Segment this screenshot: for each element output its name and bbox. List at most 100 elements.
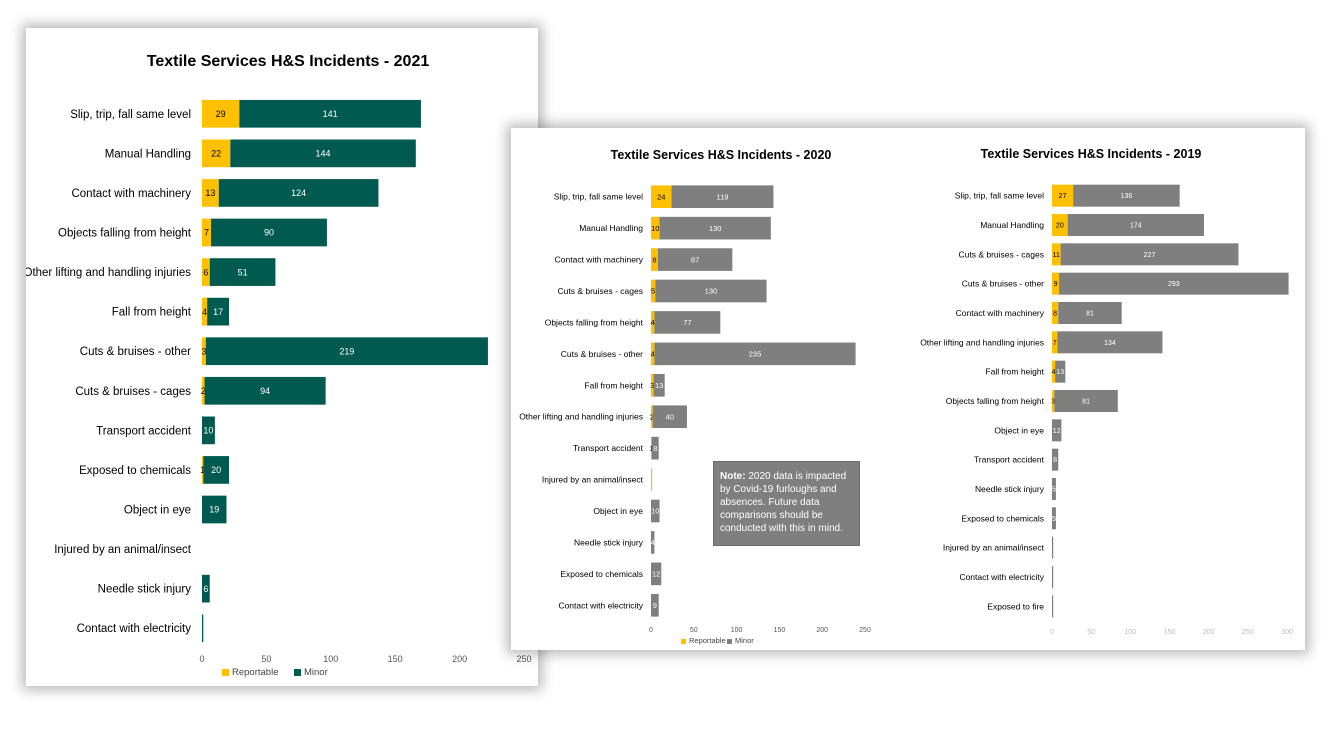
data-label-reportable: 13 — [205, 188, 215, 198]
legend-label-reportable: Reportable — [689, 636, 726, 645]
data-label-minor: 8 — [653, 444, 657, 453]
x-tick-label: 50 — [1087, 629, 1095, 636]
bar-minor-transport-accident — [202, 416, 215, 445]
data-label-reportable: 9 — [1054, 281, 1058, 288]
category-label-contact-with-electricity: Contact with electricity — [77, 623, 192, 635]
category-label-exposed-to-chemicals: Exposed to chemicals — [79, 465, 191, 477]
data-label-minor: 130 — [705, 287, 718, 296]
data-label-minor: 119 — [716, 192, 728, 201]
bar-minor-needle-stick-injury — [1052, 478, 1056, 500]
category-label-slip-trip-fall-same-level: Slip, trip, fall same level — [955, 191, 1044, 201]
category-label-contact-with-machinery: Contact with machinery — [555, 255, 644, 265]
covid-note: Note: 2020 data is impacted by Covid-19 … — [713, 461, 860, 546]
bar-reportable-other-lifting-and-handling-injuries — [651, 405, 653, 429]
data-label-reportable: 29 — [216, 109, 226, 119]
note-text: 2020 data is impacted by Covid-19 furlou… — [720, 471, 847, 534]
bar-reportable-manual-handling — [651, 216, 660, 240]
bar-minor-contact-with-electricity — [651, 593, 659, 617]
bar-minor-cuts-and-bruises-cages — [1060, 243, 1239, 266]
bar-reportable-slip-trip-fall-same-level — [1052, 184, 1074, 207]
bar-minor-other-lifting-and-handling-injuries — [1057, 331, 1163, 354]
bar-minor-slip-trip-fall-same-level — [671, 185, 774, 209]
x-tick-label: 300 — [1281, 629, 1293, 636]
category-label-manual-handling: Manual Handling — [579, 223, 643, 233]
bar-reportable-fall-from-height — [651, 373, 654, 397]
category-label-object-in-eye: Object in eye — [994, 425, 1044, 435]
data-label-minor: 40 — [666, 412, 674, 421]
category-label-object-in-eye: Object in eye — [593, 506, 643, 516]
category-label-fall-from-height: Fall from height — [985, 367, 1044, 377]
data-label-minor: 8 — [1053, 457, 1057, 464]
category-label-other-lifting-and-handling-injuries: Other lifting and handling injuries — [519, 412, 643, 422]
data-label-minor: 144 — [316, 149, 331, 159]
bar-reportable-exposed-to-chemicals — [202, 456, 204, 484]
data-label-minor: 4 — [651, 538, 655, 547]
category-label-cuts-and-bruises-cages: Cuts & bruises - cages — [958, 249, 1044, 259]
bar-minor-object-in-eye — [651, 499, 660, 523]
legend-label-minor: Minor — [304, 667, 328, 678]
x-tick-label: 0 — [199, 654, 204, 664]
category-label-injured-by-an-animal-insect: Injured by an animal/insect — [54, 544, 192, 556]
bar-reportable-objects-falling-from-height — [651, 311, 655, 334]
data-label-reportable: 4 — [651, 318, 655, 327]
bar-minor-manual-handling — [230, 139, 416, 168]
chart-title: Textile Services H&S Incidents - 2019 — [981, 147, 1202, 161]
bar-reportable-cuts-and-bruises-cages — [202, 376, 205, 405]
data-label-reportable: 3 — [201, 346, 206, 356]
bar-minor-needle-stick-injury — [651, 531, 655, 554]
x-tick-label: 150 — [388, 654, 403, 664]
bar-minor-exposed-to-chemicals — [203, 456, 230, 484]
bar-minor-manual-handling — [1067, 214, 1204, 236]
data-label-minor: 17 — [213, 307, 223, 317]
data-label-reportable: 24 — [657, 192, 665, 201]
category-label-cuts-and-bruises-other: Cuts & bruises - other — [80, 346, 191, 358]
data-label-reportable: 1 — [200, 465, 205, 475]
x-tick-label: 250 — [1242, 629, 1254, 636]
x-tick-label: 100 — [323, 654, 338, 664]
chart-panel-2020-2019: Textile Services H&S Incidents - 2020 0 50… — [511, 128, 1305, 650]
x-tick-label: 250 — [516, 654, 531, 664]
bar-minor-exposed-to-chemicals — [1052, 507, 1056, 530]
category-label-cuts-and-bruises-cages: Cuts & bruises - cages — [557, 286, 643, 296]
category-label-objects-falling-from-height: Objects falling from height — [946, 396, 1045, 406]
x-tick-label: 200 — [452, 654, 467, 664]
bar-reportable-contact-with-machinery — [651, 248, 658, 271]
data-label-reportable: 5 — [651, 287, 655, 296]
category-label-injured-by-an-animal-insect: Injured by an animal/insect — [943, 543, 1045, 553]
bar-reportable-contact-with-machinery — [1052, 302, 1059, 324]
data-label-minor: 293 — [1168, 281, 1180, 288]
bar-minor-other-lifting-and-handling-injuries — [652, 405, 687, 429]
category-label-objects-falling-from-height: Objects falling from height — [545, 317, 644, 327]
data-label-minor: 13 — [655, 381, 663, 390]
x-tick-label: 150 — [1164, 629, 1176, 636]
data-label-reportable: 1 — [649, 444, 653, 453]
data-label-minor: 124 — [291, 188, 306, 198]
data-label-minor: 12 — [652, 570, 660, 579]
category-label-cuts-and-bruises-other: Cuts & bruises - other — [561, 349, 643, 359]
bar-minor-transport-accident — [1052, 448, 1059, 471]
chart-title: Textile Services H&S Incidents - 2021 — [147, 53, 430, 70]
data-label-minor: 5 — [1052, 516, 1056, 523]
data-label-minor: 51 — [238, 267, 248, 277]
x-tick-label: 100 — [1124, 629, 1136, 636]
bar-minor-contact-with-machinery — [218, 179, 379, 207]
chart-2019-svg: Textile Services H&S Incidents - 2019 0 50… — [920, 147, 1293, 636]
bar-reportable-fall-from-height — [1052, 360, 1056, 383]
x-tick-label: 250 — [859, 627, 871, 634]
bar-reportable-cuts-and-bruises-other — [202, 337, 206, 366]
bar-minor-cuts-and-bruises-other — [1059, 272, 1289, 295]
bar-minor-exposed-to-fire — [1052, 595, 1054, 618]
category-label-slip-trip-fall-same-level: Slip, trip, fall same level — [554, 192, 643, 202]
data-label-reportable: 22 — [211, 149, 221, 159]
bar-minor-objects-falling-from-height — [211, 218, 327, 247]
data-label-reportable: 20 — [1056, 223, 1064, 230]
data-label-minor: 5 — [1052, 487, 1056, 494]
data-label-minor: 141 — [323, 109, 338, 119]
bar-minor-fall-from-height — [653, 373, 665, 397]
category-label-transport-accident: Transport accident — [573, 443, 644, 453]
x-tick-label: 200 — [1203, 629, 1215, 636]
data-label-minor: 13 — [1056, 369, 1064, 376]
legend-label-minor: Minor — [735, 636, 754, 645]
data-label-minor: 219 — [339, 346, 354, 356]
legend-label-reportable: Reportable — [232, 667, 278, 678]
